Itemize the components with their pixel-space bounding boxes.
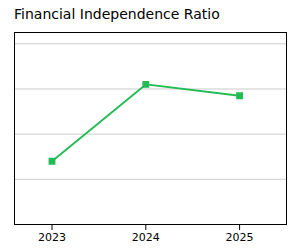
svg-text:2024: 2024 <box>132 231 160 244</box>
svg-text:2025: 2025 <box>226 231 254 244</box>
svg-text:2023: 2023 <box>38 231 66 244</box>
html-text:Financial Independence Ratio: Financial Independence Ratio <box>14 6 220 22</box>
